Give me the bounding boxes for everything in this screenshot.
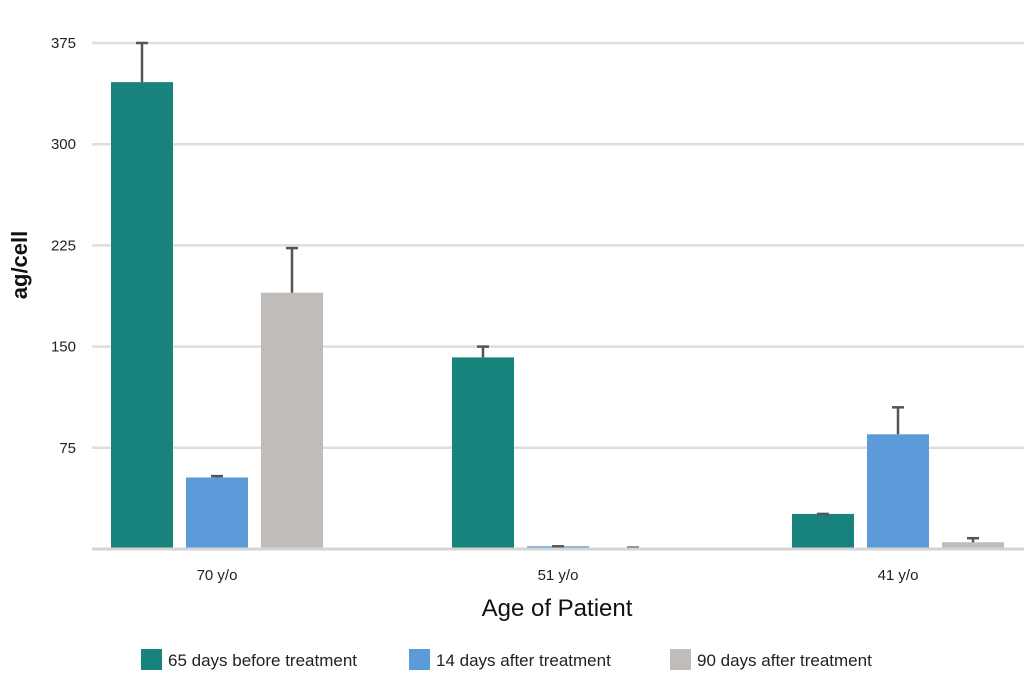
error-bars [136, 41, 979, 549]
y-axis-title: ag/cell [7, 231, 32, 299]
legend-label: 90 days after treatment [697, 651, 872, 670]
x-tick-label: 70 y/o [197, 567, 238, 584]
bars [111, 82, 1004, 549]
y-tick-labels: 75 150 225 300 375 [51, 35, 76, 457]
y-tick-label: 375 [51, 35, 76, 52]
y-tick-label: 150 [51, 339, 76, 356]
bar [792, 513, 854, 549]
x-axis-title: Age of Patient [482, 595, 633, 622]
legend-label: 14 days after treatment [436, 651, 611, 670]
bar [942, 542, 1004, 549]
legend-label: 65 days before treatment [168, 651, 357, 670]
x-tick-label: 51 y/o [538, 567, 579, 584]
bar [261, 292, 323, 549]
bar [867, 434, 929, 549]
bar [452, 357, 514, 549]
x-tick-label: 41 y/o [878, 567, 919, 584]
legend-swatch [141, 649, 162, 670]
y-tick-label: 300 [51, 136, 76, 153]
x-tick-labels: 70 y/o 51 y/o 41 y/o [197, 567, 919, 584]
legend-swatch [409, 649, 430, 670]
bar [186, 477, 248, 549]
gridlines [92, 41, 1024, 450]
y-tick-label: 225 [51, 237, 76, 254]
y-tick-label: 75 [59, 440, 76, 457]
legend: 65 days before treatment 14 days after tr… [141, 649, 872, 670]
bar [111, 82, 173, 549]
legend-swatch [670, 649, 691, 670]
